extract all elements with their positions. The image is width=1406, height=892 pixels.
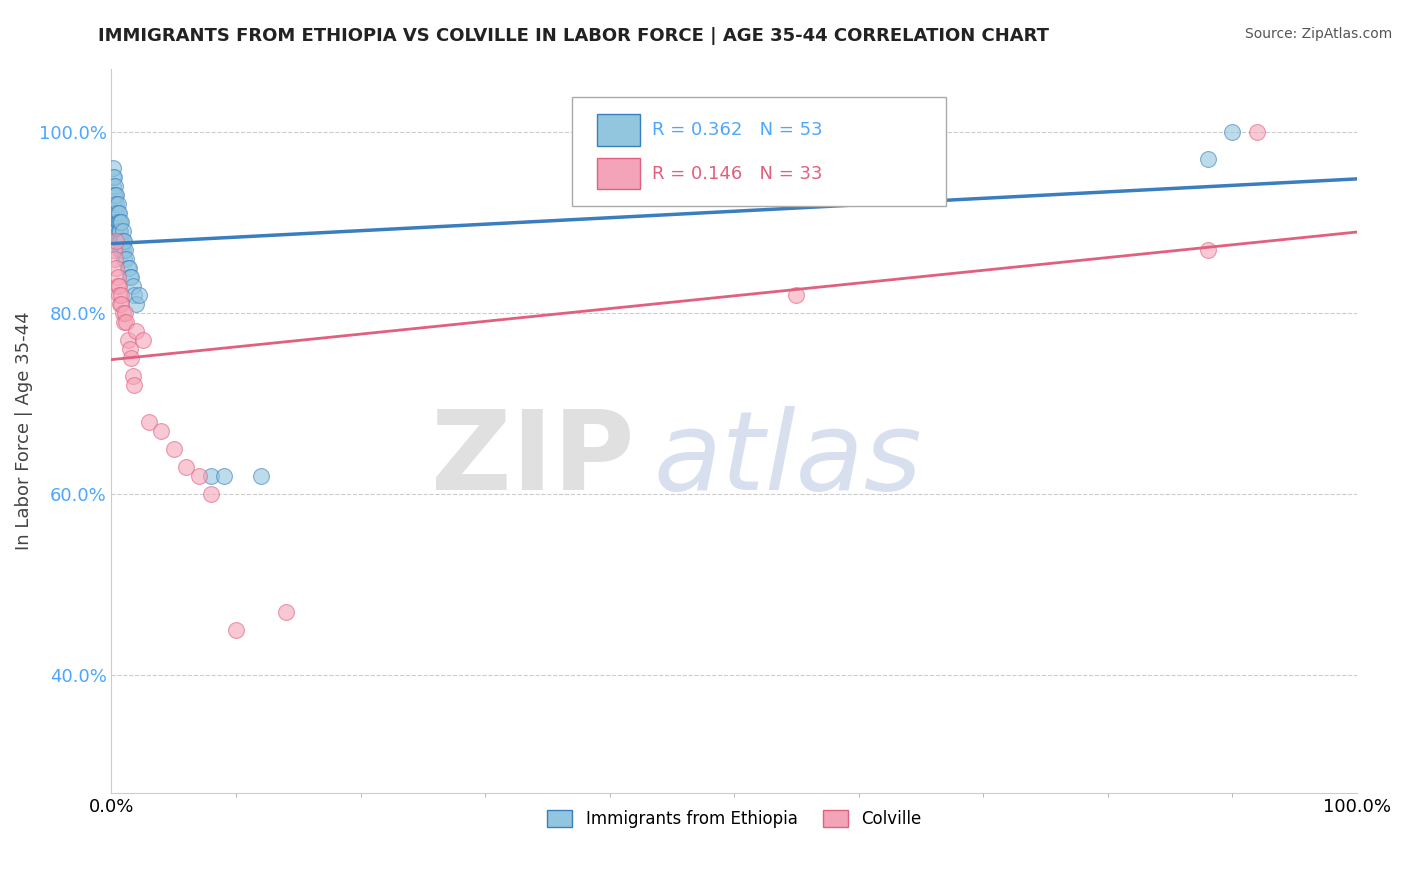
Point [110, 243, 132, 257]
Point [110, 288, 132, 302]
Point [163, 442, 186, 456]
Point [104, 215, 127, 229]
Point [104, 179, 127, 194]
Point [111, 224, 134, 238]
Point [107, 197, 129, 211]
Point [212, 468, 235, 483]
Point [105, 234, 128, 248]
Point [105, 260, 128, 275]
Point [125, 324, 148, 338]
Point [101, 170, 124, 185]
FancyBboxPatch shape [598, 114, 640, 146]
Text: IMMIGRANTS FROM ETHIOPIA VS COLVILLE IN LABOR FORCE | AGE 35-44 CORRELATION CHAR: IMMIGRANTS FROM ETHIOPIA VS COLVILLE IN … [98, 27, 1049, 45]
Point [111, 306, 134, 320]
Point [1197, 152, 1219, 166]
Point [105, 197, 128, 211]
Point [107, 269, 129, 284]
Point [105, 206, 128, 220]
Point [108, 234, 131, 248]
Point [112, 234, 135, 248]
Point [103, 215, 125, 229]
Point [785, 288, 807, 302]
Point [103, 197, 125, 211]
Point [120, 269, 142, 284]
Point [103, 170, 125, 185]
Point [111, 234, 134, 248]
Point [104, 206, 127, 220]
Point [104, 252, 127, 266]
Point [111, 243, 134, 257]
Point [104, 224, 127, 238]
Y-axis label: In Labor Force | Age 35-44: In Labor Force | Age 35-44 [15, 311, 32, 549]
Point [110, 297, 132, 311]
Point [115, 315, 138, 329]
Point [108, 243, 131, 257]
Point [107, 278, 129, 293]
Point [110, 215, 132, 229]
Point [108, 206, 131, 220]
FancyBboxPatch shape [572, 97, 946, 206]
Point [1246, 125, 1268, 139]
Point [1222, 125, 1244, 139]
Point [117, 333, 139, 347]
Point [128, 288, 150, 302]
Point [105, 224, 128, 238]
Point [112, 252, 135, 266]
Point [108, 234, 131, 248]
Point [118, 260, 141, 275]
Point [150, 424, 173, 438]
Text: R = 0.362   N = 53: R = 0.362 N = 53 [652, 121, 823, 139]
Point [120, 269, 142, 284]
Legend: Immigrants from Ethiopia, Colville: Immigrants from Ethiopia, Colville [541, 804, 928, 835]
Point [274, 605, 297, 619]
Point [115, 252, 138, 266]
Point [117, 260, 139, 275]
Point [138, 415, 160, 429]
Point [107, 215, 129, 229]
Point [1197, 243, 1219, 257]
Point [108, 215, 131, 229]
Point [120, 351, 142, 366]
Point [107, 206, 129, 220]
Point [108, 297, 131, 311]
Point [101, 161, 124, 175]
Point [200, 487, 222, 501]
Point [105, 188, 128, 202]
Point [122, 378, 145, 392]
Point [103, 243, 125, 257]
Text: atlas: atlas [654, 406, 922, 513]
Point [103, 188, 125, 202]
Text: Source: ZipAtlas.com: Source: ZipAtlas.com [1244, 27, 1392, 41]
Point [250, 468, 273, 483]
Text: ZIP: ZIP [432, 406, 634, 513]
FancyBboxPatch shape [598, 158, 640, 189]
Point [114, 306, 136, 320]
Point [225, 623, 247, 637]
Point [121, 278, 143, 293]
Point [120, 342, 142, 356]
Point [108, 224, 131, 238]
Point [101, 188, 124, 202]
Point [131, 333, 153, 347]
Point [187, 468, 209, 483]
Point [125, 297, 148, 311]
Point [122, 288, 145, 302]
Point [108, 278, 131, 293]
Point [174, 459, 197, 474]
Point [110, 234, 132, 248]
Point [103, 206, 125, 220]
Point [114, 243, 136, 257]
Point [101, 179, 124, 194]
Point [101, 197, 124, 211]
Point [200, 468, 222, 483]
Point [112, 315, 135, 329]
Point [121, 369, 143, 384]
Point [104, 188, 127, 202]
Text: R = 0.146   N = 33: R = 0.146 N = 33 [652, 164, 823, 183]
Point [108, 288, 131, 302]
Point [108, 215, 131, 229]
Point [108, 224, 131, 238]
